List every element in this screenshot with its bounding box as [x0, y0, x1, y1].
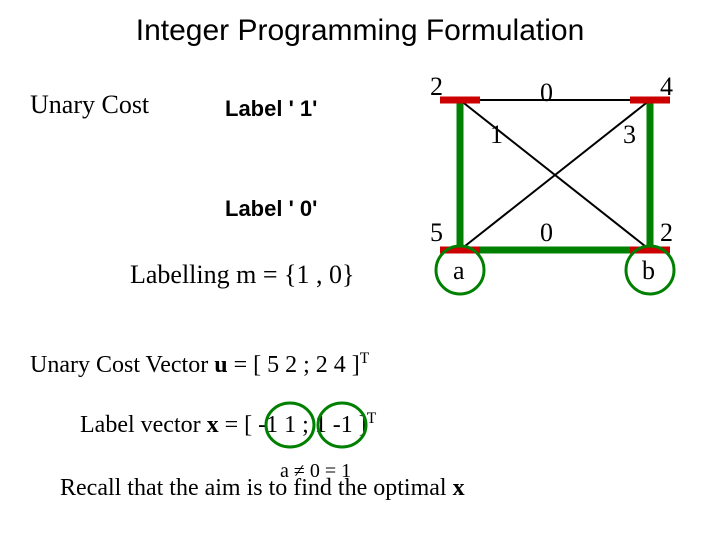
- lbl-bot-left: 5: [430, 218, 443, 248]
- legend-label-0: Label ' 0': [225, 196, 317, 222]
- lbl-bot-right: 2: [660, 218, 673, 248]
- legend-label-1: Label ' 1': [225, 96, 317, 122]
- lbl-b: b: [642, 256, 655, 286]
- eq-recall: Recall that the aim is to find the optim…: [60, 475, 465, 502]
- lbl-a: a: [453, 256, 465, 286]
- legend-unary-cost: Unary Cost: [30, 90, 149, 120]
- eq-x: x: [207, 412, 219, 438]
- page-title: Integer Programming Formulation: [0, 14, 720, 48]
- lbl-bot-mid: 0: [540, 218, 553, 248]
- label-vector-highlights: [260, 400, 400, 450]
- lbl-top-mid: 0: [540, 78, 553, 108]
- lbl-mid-left: 1: [490, 120, 503, 150]
- eq-unary-post: = [ 5 2 ; 2 4 ]: [228, 352, 360, 378]
- eq-u: u: [214, 352, 227, 378]
- eq-recall-x: x: [453, 475, 465, 501]
- lbl-top-left: 2: [430, 72, 443, 102]
- lbl-mid-right: 3: [623, 120, 636, 150]
- eq-label-pre: Label vector: [80, 412, 207, 438]
- eq-unary-vector: Unary Cost Vector u = [ 5 2 ; 2 4 ]T: [30, 350, 369, 379]
- legend-labelling-set: Labelling m = {1 , 0}: [130, 260, 354, 290]
- eq-unary-T: T: [360, 350, 370, 367]
- eq-unary-pre: Unary Cost Vector: [30, 352, 214, 378]
- highlight-pos1: [318, 403, 366, 447]
- eq-recall-pre: Recall that the aim is to find the optim…: [60, 475, 453, 501]
- highlight-neg1: [266, 403, 314, 447]
- lbl-top-right: 4: [660, 72, 673, 102]
